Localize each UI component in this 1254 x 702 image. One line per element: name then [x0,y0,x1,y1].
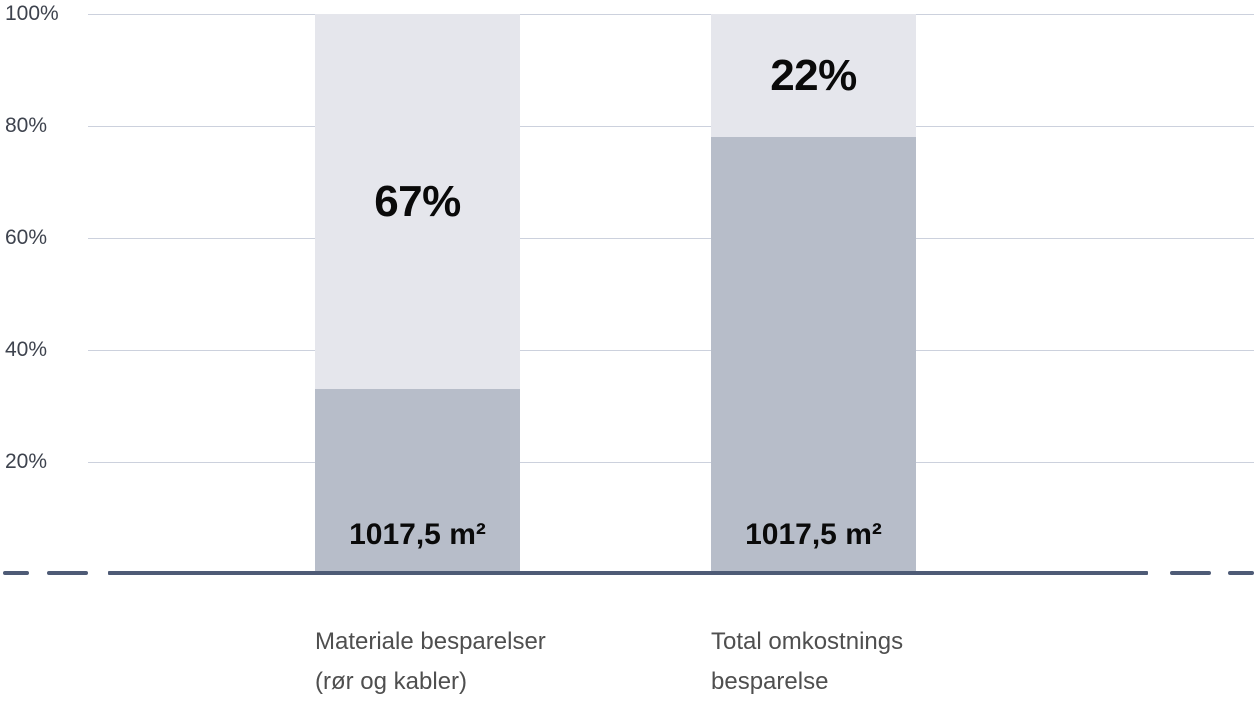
top-segment-percent-label: 22% [770,50,857,100]
bar-top-segment: 22% [711,14,916,138]
x-axis-dash [47,571,88,575]
bar-bottom-segment: 1017,5 m² [711,137,916,574]
y-axis-tick-label: 100% [5,2,59,25]
top-segment-percent-label: 67% [374,176,461,226]
bar-top-segment: 67% [315,14,520,390]
gridline-60 [88,238,1254,239]
category-label-line: Materiale besparelser [315,628,546,655]
bar-total-omkostnings-besparelse: 22% 1017,5 m² [711,14,916,574]
bottom-segment-value-label: 1017,5 m² [349,517,486,551]
x-axis-category-label: Materiale besparelser (rør og kabler) [315,622,635,702]
gridline-100 [88,14,1254,15]
category-label-line: besparelse [711,668,829,695]
x-axis-dash [3,571,29,575]
bar-bottom-segment: 1017,5 m² [315,389,520,574]
x-axis-solid-line [108,571,1148,575]
gridline-80 [88,126,1254,127]
x-axis-dash [1228,571,1254,575]
bottom-segment-value-label: 1017,5 m² [745,517,882,551]
y-axis-tick-label: 40% [5,338,48,361]
y-axis-tick-label: 80% [5,114,48,137]
category-label-line: (rør og kabler) [315,668,468,695]
x-axis-category-label: Total omkostnings besparelse [711,622,1031,702]
gridline-20 [88,462,1254,463]
category-label-line: Total omkostnings [711,628,904,655]
y-axis-tick-label: 60% [5,226,48,249]
y-axis-tick-label: 20% [5,450,48,473]
bar-materiale-besparelser: 67% 1017,5 m² [315,14,520,574]
gridline-40 [88,350,1254,351]
x-axis-dash [1170,571,1211,575]
